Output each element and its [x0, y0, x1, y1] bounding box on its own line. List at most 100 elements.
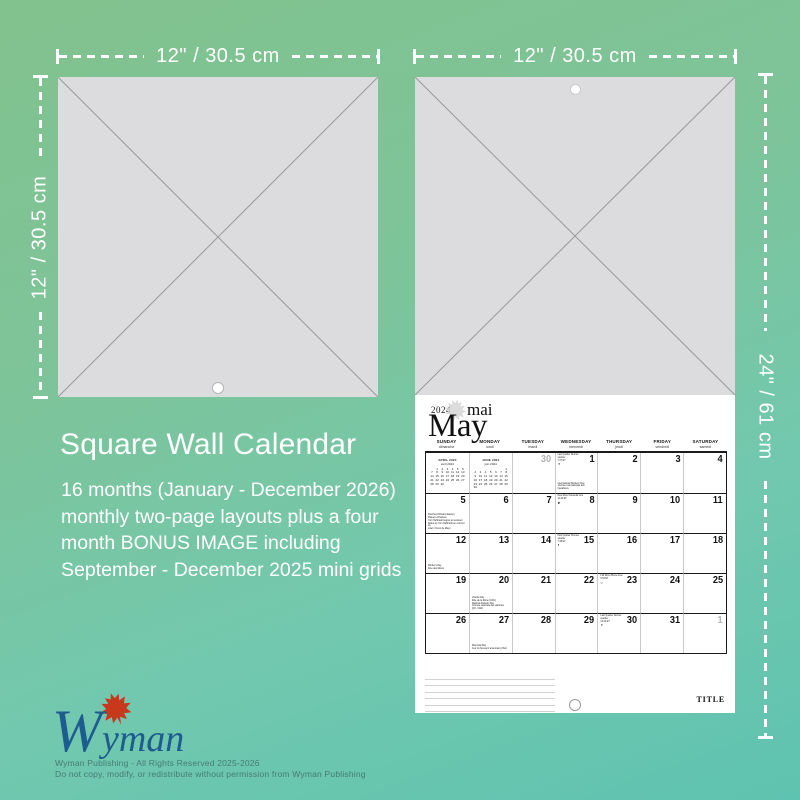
notes-lines — [425, 679, 555, 717]
day-header: TUESDAY mardi — [521, 439, 545, 449]
calendar-cell: 8 New Moon Nouvelle lune 11:22 ET ● — [554, 493, 598, 533]
day-header: SATURDAY samedi — [692, 439, 719, 449]
calendar-top-image-placeholder — [415, 77, 735, 396]
hanging-hole — [212, 382, 224, 394]
dimension-dashes — [38, 78, 42, 162]
placeholder-x-lines — [415, 77, 735, 395]
calendar-cell: 7 — [511, 493, 555, 533]
calendar-cell: 5 Pascha (Orthodox Easter) Pâques orthodox… — [426, 493, 469, 533]
day-header: WEDNESDAY mercredi — [560, 439, 592, 449]
calendar-cell: 24 — [640, 573, 684, 613]
mini-month-calendar: JUNE 2024 juin 2024 1 2 3 4 5 6 7 8 9 10 11 12 13 14 15 1… — [473, 458, 508, 490]
day-header: FRIDAY vendredi — [653, 439, 672, 449]
maple-leaf-icon — [444, 399, 467, 422]
description-line: month BONUS IMAGE including — [61, 532, 341, 554]
calendar-cell: 27 Memorial Day Jour du Souvenir américain… — [468, 613, 512, 653]
day-header: THURSDAY jeudi — [606, 439, 633, 449]
cell-event-bottom: Victoria Day Fête de la Reine (CAN) Nation… — [471, 597, 504, 611]
dimension-endbar — [413, 48, 416, 64]
logo-wordmark: Wyman — [52, 698, 185, 764]
calendar-cell: 3 — [640, 453, 683, 493]
day-header: SUNDAY dimanche — [436, 439, 457, 449]
calendar-cell: 1 — [683, 613, 726, 653]
calendar-cell: 19 — [426, 573, 469, 613]
dimension-label-left-height: 12" / 30.5 cm — [28, 175, 51, 299]
calendar-cell: 15 First Quarter Premier quartier 7:48 ET ◐ — [554, 533, 598, 573]
calendar-cell: 31 — [640, 613, 684, 653]
moon-phase-icon: ○ — [600, 579, 603, 585]
dimension-label-left-width: 12" / 30.5 cm — [156, 44, 280, 67]
description-line: September - December 2025 mini grids — [61, 558, 402, 581]
day-header: MONDAY lundi — [479, 439, 501, 449]
calendar-month-fr: mai — [467, 400, 493, 419]
maple-leaf-icon — [100, 693, 132, 725]
calendar-grid-page: 2024 mai May SUNDAY dimanche MONDAY lundi TU… — [415, 395, 735, 713]
dimension-endbar — [32, 396, 48, 399]
dimension-dashes — [763, 481, 767, 736]
calendar-cell: 13 — [468, 533, 512, 573]
hanging-hole — [569, 699, 581, 711]
placeholder-x-lines — [58, 77, 378, 397]
copyright-line: Wyman Publishing - All Rights Reserved 2… — [55, 758, 260, 768]
dimension-line-left-width: 12" / 30.5 cm — [56, 45, 381, 67]
calendar-cell: 1 Last Quarter Dernier quartier 7:27 ET ◑ In… — [554, 453, 598, 493]
dimension-line-right-width: 12" / 30.5 cm — [413, 45, 738, 67]
description-line: monthly two-page layouts plus a four — [61, 505, 379, 528]
calendar-cell: 11 — [683, 493, 726, 533]
title-label: TITLE — [696, 695, 725, 704]
moon-phase-icon: ● — [557, 499, 560, 505]
copyright-line: Do not copy, modify, or redistribute wit… — [55, 768, 366, 779]
moon-phase-icon: ◑ — [557, 461, 560, 467]
hanging-hole — [570, 84, 581, 95]
calendar-cell: 22 — [554, 573, 598, 613]
cell-event-top: New Moon Nouvelle lune 11:22 ET ● — [557, 495, 584, 505]
dimension-endbar — [757, 736, 773, 739]
dimension-dashes — [763, 76, 767, 331]
calendar-cell: 4 — [683, 453, 726, 493]
cell-event-top: Last Quarter Dernier quartier 7:27 ET ◑ — [558, 454, 584, 467]
cell-event-bottom: Mother's Day Fête des Mères — [428, 565, 444, 571]
calendar-month-en: May — [428, 408, 488, 444]
calendar-cell: 9 — [597, 493, 641, 533]
mini-month-calendar: APRIL 2024 avril 2024 1 2 3 4 5 6 7 8 9 10 11 12 13 14 1… — [430, 458, 465, 486]
calendar-cell: 16 — [597, 533, 641, 573]
copyright-footer: Wyman Publishing - All Rights Reserved 2… — [55, 758, 475, 779]
product-description: 16 months (January - December 2026) mont… — [61, 477, 421, 583]
dimension-endbar — [757, 73, 773, 76]
calendar-cell: 10 — [640, 493, 684, 533]
calendar-cell: 25 — [683, 573, 726, 613]
calendar-cell: 28 — [511, 613, 555, 653]
calendar-cell: 2 — [597, 453, 640, 493]
product-headline: Square Wall Calendar — [60, 428, 357, 461]
calendar-year: 2024 — [431, 405, 451, 415]
calendar-cell: JUNE 2024 juin 2024 1 2 3 4 5 6 7 8 9 10 11 12 13 14 15 1… — [468, 453, 512, 493]
dimension-dashes — [291, 54, 378, 58]
description-line: 16 months (January - December 2026) — [61, 479, 396, 501]
dimension-line-left-height: 12" / 30.5 cm — [28, 75, 51, 399]
dimension-dashes — [59, 54, 145, 58]
calendar-cell: 29 — [554, 613, 598, 653]
publisher-logo: Wyman — [52, 693, 272, 764]
dimension-label-right-width: 12" / 30.5 cm — [513, 44, 637, 67]
calendar-cell: 17 — [640, 533, 684, 573]
dimension-endbar — [56, 48, 59, 64]
dimension-line-right-height: 24" / 61 cm — [754, 73, 777, 739]
dimension-dashes — [416, 54, 502, 58]
calendar-cell: 20 Victoria Day Fête de la Reine (CAN) Nati… — [468, 573, 512, 613]
dimension-label-right-height: 24" / 61 cm — [754, 353, 777, 459]
cell-event-bottom: Memorial Day Jour du Souvenir américain (… — [471, 645, 507, 651]
calendar-cell: 6 — [468, 493, 512, 533]
cell-event-bottom: International Workers' Day Journée intern… — [557, 482, 585, 491]
dimension-dashes — [38, 312, 42, 396]
calendar-cell: APRIL 2024 avril 2024 1 2 3 4 5 6 7 8 9 10 11 12 13 14 1… — [426, 453, 469, 493]
moon-phase-icon: ◐ — [557, 542, 560, 548]
moon-phase-icon: ◑ — [600, 622, 603, 628]
cell-event-top: Full Moon Pleine lune 9:53 ET ○ — [600, 575, 626, 585]
calendar-cell: 26 — [426, 613, 469, 653]
dimension-endbar — [734, 48, 738, 64]
calendar-cell: 12 Mother's Day Fête des Mères — [426, 533, 469, 573]
dimension-endbar — [377, 48, 381, 64]
day-header-row: SUNDAY dimanche MONDAY lundi TUESDAY mardi WED… — [425, 439, 727, 449]
calendar-cell: 14 — [511, 533, 555, 573]
